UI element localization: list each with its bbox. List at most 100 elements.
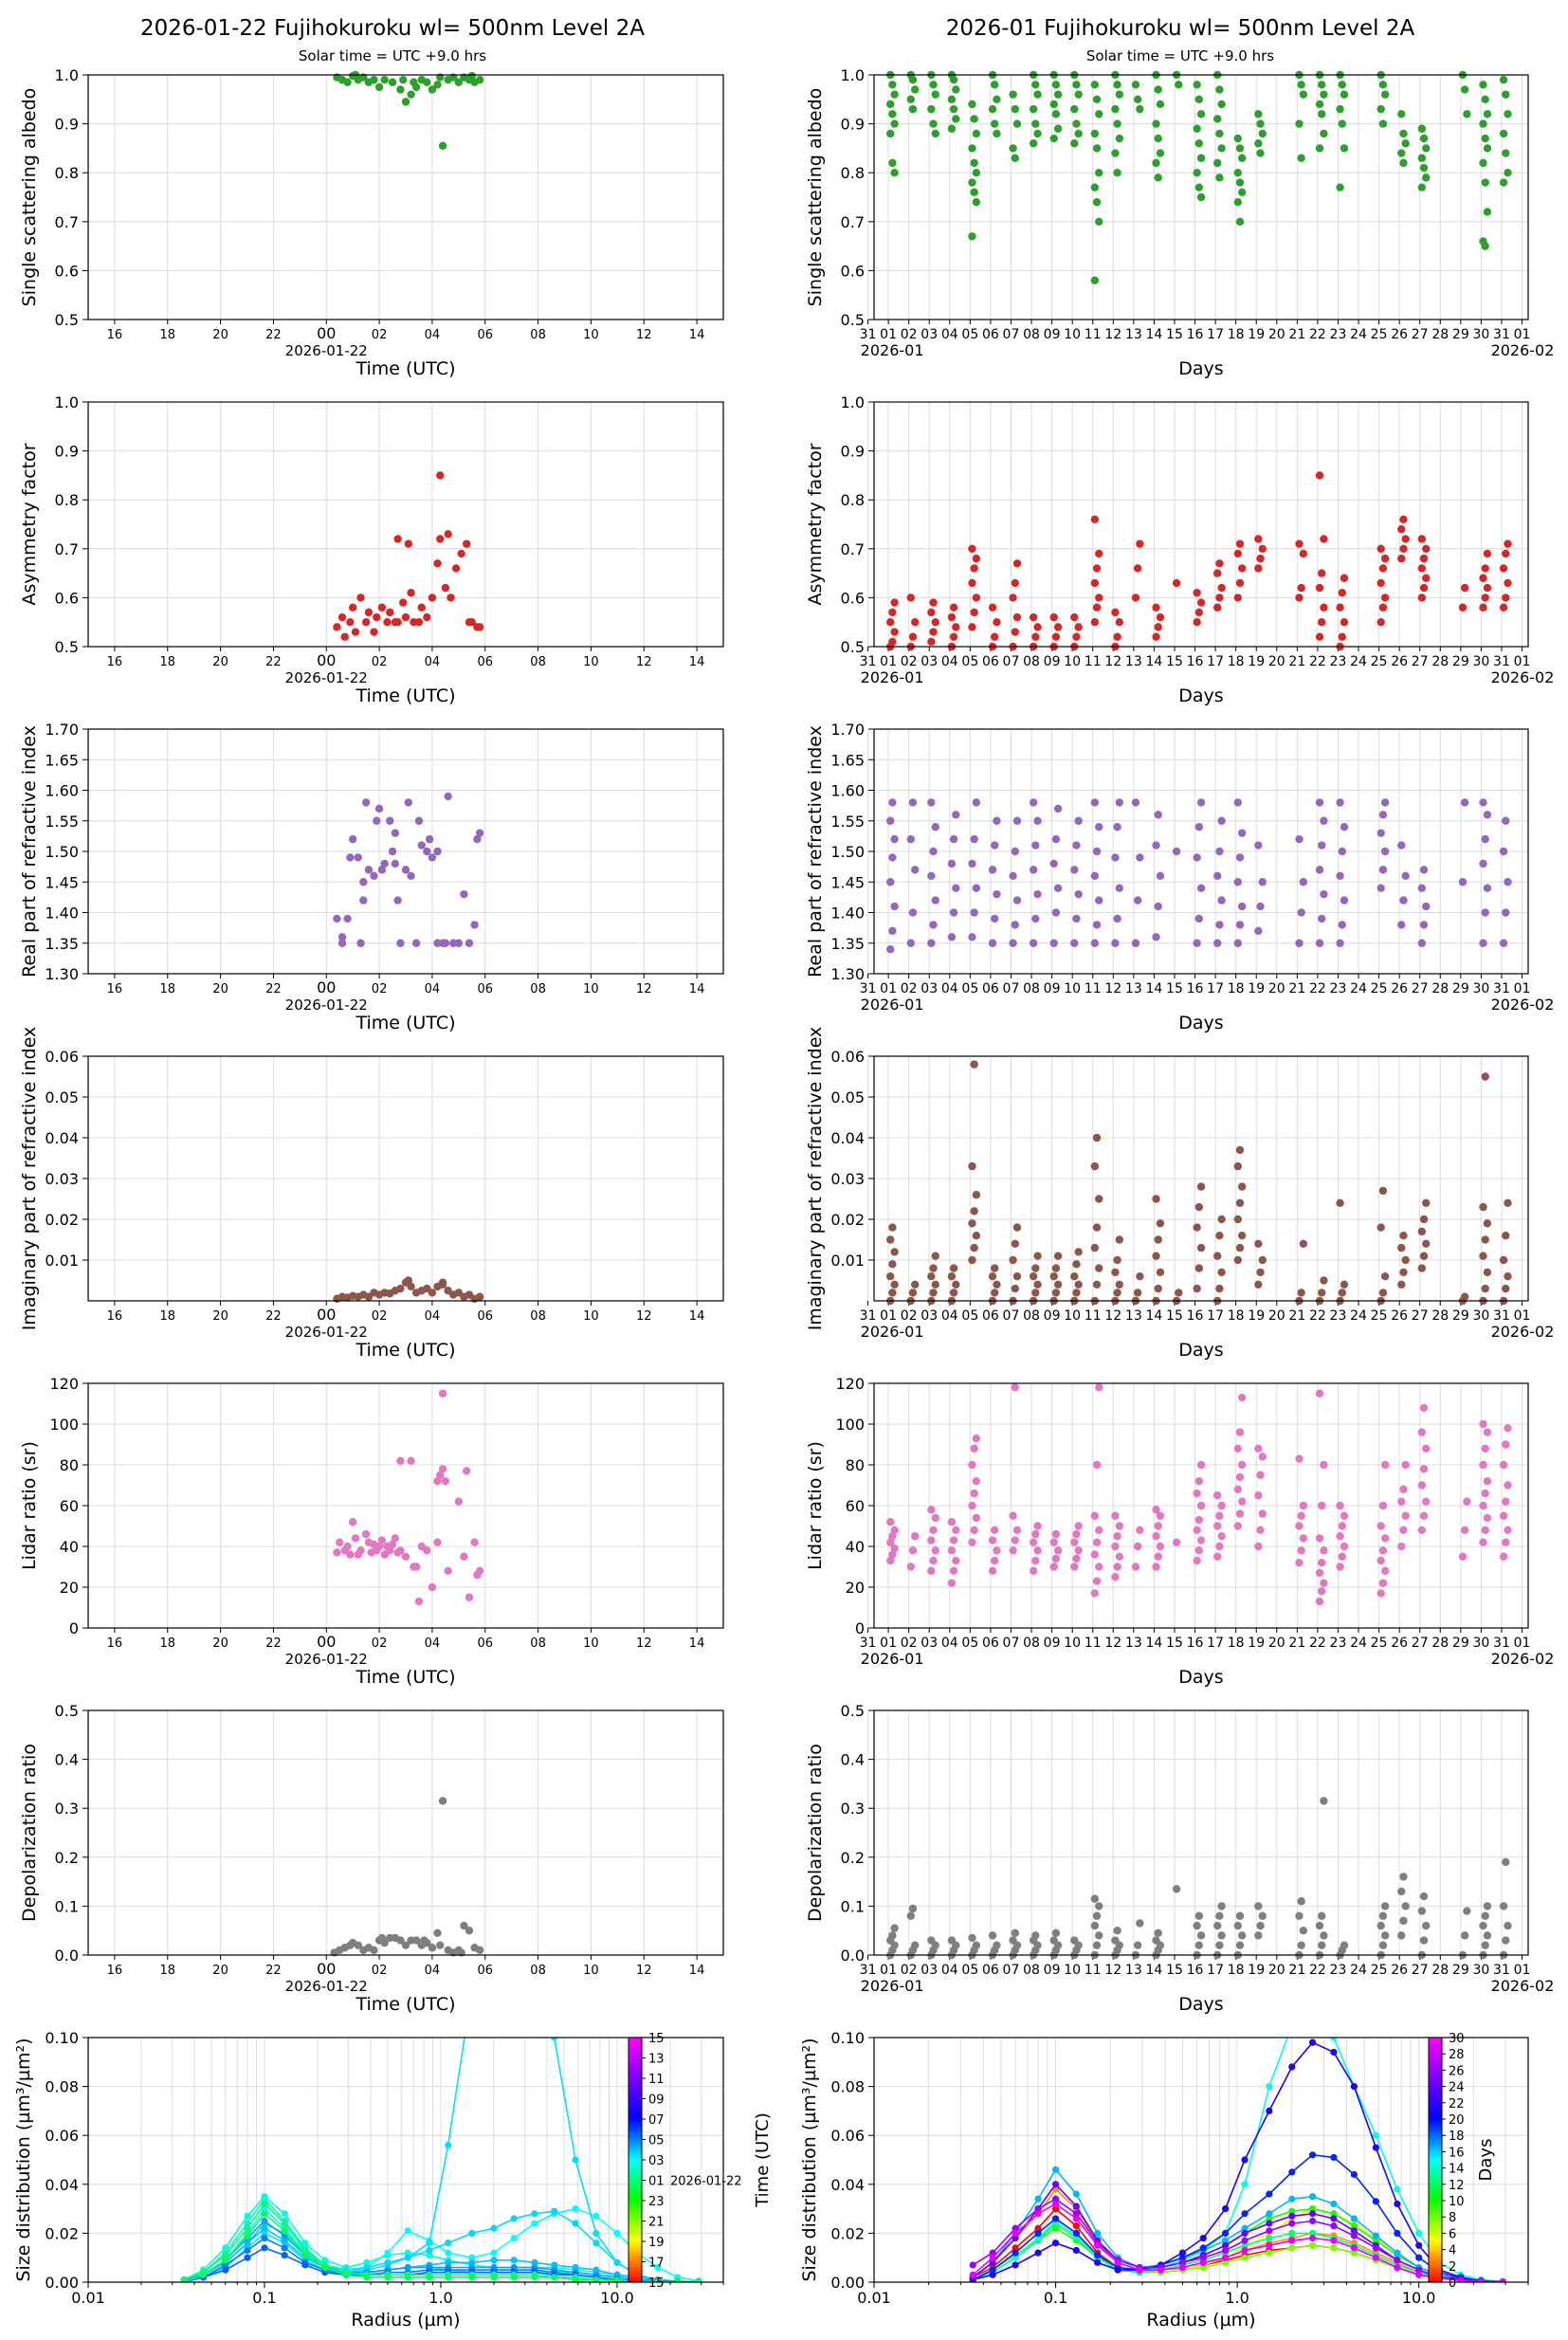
right-row0-point	[1156, 100, 1165, 109]
right-row3-point	[1115, 1235, 1123, 1244]
right-row1-point	[1133, 564, 1142, 573]
right-row0-point	[1111, 104, 1120, 114]
right-row1-point	[1172, 578, 1181, 588]
right-row5-point	[1299, 1927, 1308, 1935]
right-row2-point	[1049, 939, 1058, 947]
right-row0-point	[1009, 90, 1017, 99]
left-row6-xtick-label: 1.0	[428, 2289, 452, 2307]
right-row1-xtick-label: 31	[1493, 654, 1510, 669]
right-row0-point	[1090, 183, 1100, 192]
right-row4-point	[1152, 1506, 1160, 1514]
right-row5-point	[1258, 1911, 1267, 1920]
right-row0-point	[1377, 104, 1385, 114]
left-row0-xtick-label: 18	[159, 328, 175, 342]
right-row1-xtick-label: 09	[1044, 654, 1061, 669]
right-row5-ytick-label: 0.2	[841, 1849, 865, 1867]
right-row0-point	[1194, 95, 1204, 104]
left-row5-point	[465, 1927, 474, 1935]
right-row3-xtick-label: 30	[1472, 1308, 1489, 1324]
right-row3-point	[1235, 1145, 1245, 1155]
right-row3-point	[1072, 1260, 1081, 1269]
right-row1-point	[1338, 589, 1346, 597]
left-row3-ytick-label: 0.01	[45, 1252, 79, 1270]
right-row1-point	[1315, 583, 1324, 593]
right-row4-point	[1194, 1546, 1204, 1555]
right-row0-point	[1237, 154, 1247, 162]
right-row5-point	[1051, 1929, 1061, 1937]
right-row6-series-point	[1309, 2038, 1317, 2046]
right-row0-xtick-label: 16	[1187, 327, 1204, 342]
left-row1-point	[436, 535, 445, 543]
right-row1-point	[1009, 594, 1017, 602]
right-row6-series-line	[972, 2153, 1504, 2282]
right-row3-point	[972, 1191, 981, 1199]
left-row2-point	[364, 866, 374, 874]
left-row6-series-point	[468, 2229, 476, 2237]
right-row6-colorbar-tick-label: 12	[1449, 2179, 1465, 2193]
right-row6-series-point	[1288, 2195, 1296, 2203]
right-row0-xtick-label: 01	[1514, 327, 1531, 342]
right-row5-xtick-label: 18	[1228, 1963, 1245, 1978]
right-row5-point	[890, 1924, 899, 1932]
right-row2-start-label: 2026-01	[861, 996, 924, 1014]
right-row5-xtick-label: 09	[1044, 1963, 1061, 1978]
left-row6-colorbar-tick-label: 15	[648, 2276, 665, 2291]
right-row4-point	[1295, 1454, 1304, 1463]
right-row4-point	[1131, 1563, 1140, 1571]
right-row0-point	[970, 188, 978, 197]
right-row1-xtick-label: 24	[1350, 654, 1367, 669]
right-row4-point	[1377, 1589, 1385, 1598]
left-row6-series-point	[551, 2261, 558, 2269]
right-row0-point	[1397, 149, 1406, 157]
right-row2-point	[1378, 811, 1388, 819]
right-row1-xtick-label: 25	[1371, 654, 1388, 669]
right-row5-point	[1095, 1902, 1103, 1910]
right-row6-series-point	[1094, 2252, 1102, 2259]
right-row2-point	[1479, 859, 1487, 868]
left-row0-point	[401, 98, 410, 106]
right-row0-point	[952, 115, 960, 123]
right-row4-point	[1318, 1501, 1326, 1510]
left-row5-point	[460, 1921, 468, 1930]
right-row6-series-point	[1199, 2254, 1207, 2261]
right-row2-point	[1380, 798, 1390, 807]
right-row1-point	[1074, 623, 1083, 631]
left-row5-point	[428, 1944, 437, 1952]
right-row2-point	[949, 834, 958, 844]
right-row4-xtick-label: 30	[1472, 1636, 1489, 1651]
right-row1-point	[927, 637, 936, 647]
left-row5-xtick-label: 00	[317, 1960, 336, 1978]
left-row3-point	[428, 1289, 437, 1297]
right-row6-series-point	[1372, 2244, 1379, 2252]
right-row3-point	[1092, 1280, 1102, 1289]
left-row4-point	[377, 1536, 387, 1545]
right-row5-xlabel: Days	[1178, 1994, 1223, 2015]
right-row0-point	[1090, 129, 1100, 138]
right-row4-point	[1194, 1515, 1204, 1525]
right-row5-point	[1113, 1927, 1121, 1935]
right-row0-point	[949, 104, 958, 114]
right-row4-point	[1235, 1472, 1245, 1482]
right-row0-point	[947, 95, 957, 104]
right-row6-series-point	[1350, 2249, 1358, 2257]
right-row6-series-point	[1309, 2241, 1317, 2249]
left-row6-ylabel: Size distribution (µm³/µm²)	[13, 2038, 34, 2281]
left-row6-series-point	[593, 2229, 600, 2237]
left-row0-point	[407, 90, 415, 99]
right-row3-point	[1156, 1219, 1165, 1228]
right-row5-point	[1481, 1911, 1489, 1920]
right-row4-point	[1196, 1501, 1206, 1510]
right-row4-point	[952, 1556, 960, 1565]
right-row4-xlabel: Days	[1178, 1667, 1223, 1688]
right-row4-point	[1377, 1556, 1385, 1565]
left-row6-colorbar-tick-label: 19	[648, 2236, 665, 2250]
left-row4-xtick-label: 12	[636, 1636, 652, 1651]
right-row3-xtick-label: 08	[1023, 1308, 1040, 1324]
right-row0-point	[1399, 129, 1408, 138]
right-row4-xtick-label: 28	[1431, 1636, 1449, 1651]
right-row1-ytick-label: 0.9	[841, 443, 865, 461]
right-row4-point	[1072, 1554, 1081, 1563]
right-row4-xtick-label: 11	[1085, 1636, 1102, 1651]
right-row4-point	[1217, 1501, 1226, 1510]
right-row1-start-label: 2026-01	[861, 668, 924, 686]
